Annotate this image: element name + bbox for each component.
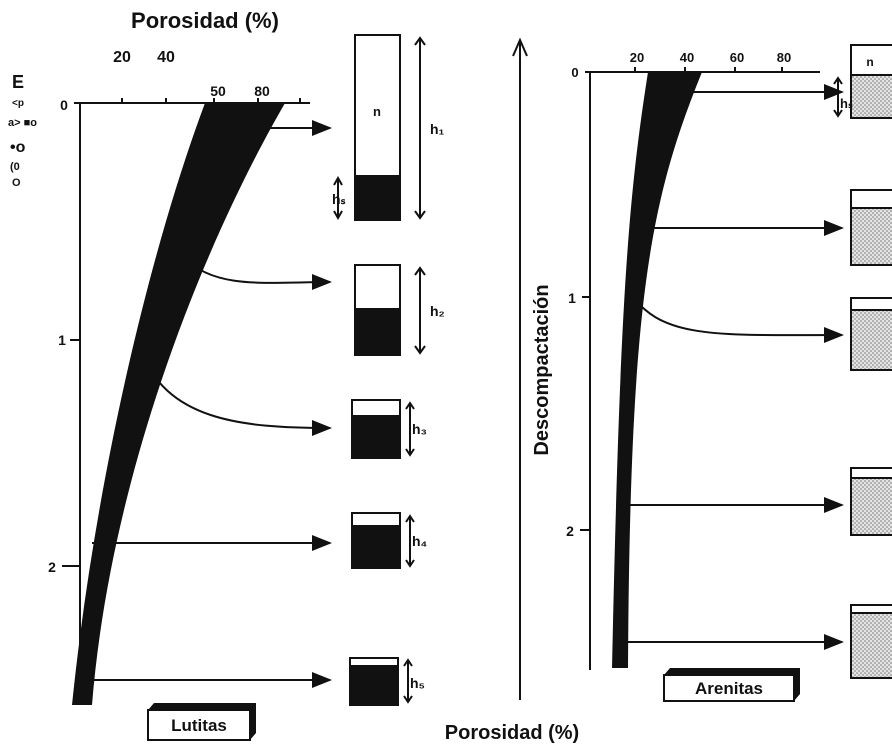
left-panel: 50 80 0 1 2 n h₁ hₛ h₂ h₃ h₄ h₅ Lutitas	[48, 35, 445, 740]
depth-tick: 1	[568, 290, 576, 306]
box-label: h₅	[410, 675, 425, 691]
solid	[352, 525, 400, 568]
solid	[355, 308, 400, 355]
depth-tick: 1	[58, 332, 66, 348]
box-label: n	[866, 55, 873, 69]
panel-label: Lutitas	[171, 716, 227, 735]
box-label: hₛ	[840, 96, 853, 111]
side-mark: O	[12, 177, 21, 189]
side-mark: <p	[12, 98, 24, 109]
axis-label: Descompactación	[531, 284, 553, 455]
side-mark: E	[12, 72, 24, 92]
side-marks: E <p a> ■o •o (0 O	[8, 72, 37, 189]
x-tick: 20	[630, 50, 644, 65]
arrow	[185, 258, 330, 283]
side-mark: •o	[10, 139, 26, 156]
pore	[851, 468, 892, 478]
top-tick: 40	[157, 49, 175, 66]
figure: Porosidad (%) 20 40 E <p a> ■o •o (0 O 5…	[0, 0, 892, 747]
side-mark: (0	[10, 161, 20, 173]
panel-label: Arenitas	[695, 679, 763, 698]
pore	[851, 298, 892, 310]
box-label: h₄	[412, 533, 427, 549]
column	[851, 605, 892, 678]
x-tick: 40	[680, 50, 694, 65]
solid	[352, 415, 400, 458]
box-label: h₃	[412, 421, 427, 437]
depth-tick: 2	[48, 559, 56, 575]
top-title: Porosidad (%)	[131, 8, 279, 33]
side-mark: a> ■o	[8, 117, 37, 129]
x-tick: 60	[730, 50, 744, 65]
footer-title: Porosidad (%)	[445, 722, 579, 744]
box-label: h₂	[430, 303, 445, 319]
pore	[851, 605, 892, 613]
porosity-band	[72, 103, 285, 705]
x-tick: 80	[777, 50, 791, 65]
big-arrow	[513, 40, 527, 700]
solid	[355, 175, 400, 220]
depth-tick: 0	[60, 97, 68, 113]
box-label: h₁	[430, 121, 445, 137]
x-tick: 50	[210, 83, 226, 99]
box-label: hₛ	[332, 191, 346, 207]
arrow	[630, 292, 842, 335]
depth-tick: 2	[566, 523, 574, 539]
x-tick: 0	[571, 65, 578, 80]
pore	[851, 190, 892, 208]
arrow	[140, 348, 330, 428]
porosity-band	[612, 72, 702, 668]
top-tick: 20	[113, 49, 131, 66]
solid	[350, 665, 398, 705]
right-panel: Descompactación 0 20 40 60 80 1 2 n hₛ A…	[513, 40, 892, 701]
x-tick: 80	[254, 83, 270, 99]
box-label: n	[373, 104, 381, 119]
